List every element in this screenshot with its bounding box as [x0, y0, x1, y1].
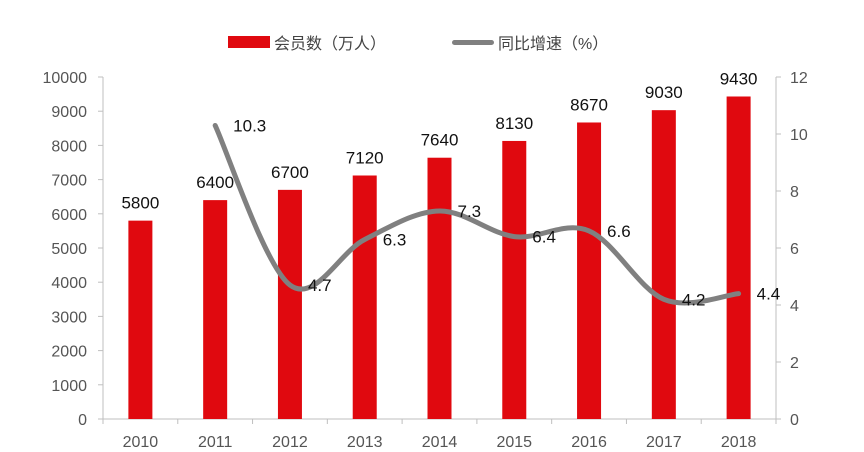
- bar-data-label: 8670: [570, 95, 608, 114]
- bar-data-label: 6400: [196, 173, 234, 192]
- right-tick-label: 0: [790, 412, 799, 429]
- left-tick-label: 2000: [51, 344, 87, 361]
- bar: [352, 175, 377, 419]
- legend-label-growth: 同比增速（%）: [498, 36, 609, 53]
- bar: [427, 157, 452, 419]
- left-tick-label: 0: [78, 412, 87, 429]
- x-tick-label: 2018: [721, 434, 757, 451]
- bar-data-label: 7640: [421, 131, 459, 150]
- line-data-label: 4.2: [682, 290, 706, 309]
- bar-data-label: 5800: [121, 194, 159, 213]
- bar-data-label: 6700: [271, 163, 309, 182]
- bar-data-label: 9030: [645, 83, 683, 102]
- left-tick-label: 5000: [51, 241, 87, 258]
- growth-line: [212, 122, 742, 306]
- left-tick-label: 4000: [51, 275, 87, 292]
- x-tick-label: 2015: [496, 434, 532, 451]
- bar: [128, 220, 153, 419]
- bar: [651, 110, 676, 419]
- line-data-label: 6.6: [607, 222, 631, 241]
- right-tick-label: 2: [790, 355, 799, 372]
- bar-data-label: 8130: [495, 114, 533, 133]
- line-data-label: 4.7: [308, 276, 332, 295]
- bar: [502, 140, 527, 420]
- bar-data-label: 9430: [720, 69, 758, 88]
- left-tick-label: 7000: [51, 173, 87, 190]
- x-tick-label: 2017: [646, 434, 682, 451]
- line-data-label: 6.4: [532, 228, 556, 247]
- x-tick-label: 2010: [123, 434, 159, 451]
- legend-item-members: 会员数（万人）: [228, 30, 386, 54]
- line-data-label: 4.4: [757, 285, 781, 304]
- right-tick-label: 8: [790, 184, 799, 201]
- bar: [577, 122, 602, 420]
- left-tick-label: 8000: [51, 138, 87, 155]
- left-tick-label: 9000: [51, 104, 87, 121]
- bar: [277, 189, 302, 419]
- x-tick-label: 2016: [571, 434, 607, 451]
- line-data-label: 6.3: [383, 230, 407, 249]
- legend-label-members: 会员数（万人）: [274, 36, 387, 53]
- legend-swatch-bar: [228, 36, 270, 48]
- x-tick-label: 2013: [347, 434, 383, 451]
- right-tick-label: 12: [790, 70, 808, 87]
- left-tick-label: 1000: [51, 378, 87, 395]
- line-data-label: 7.3: [458, 202, 482, 221]
- line-data-label: 10.3: [233, 116, 266, 135]
- legend-swatch-line: [452, 39, 494, 45]
- bar: [203, 200, 228, 419]
- right-tick-label: 4: [790, 298, 799, 315]
- left-tick-label: 10000: [43, 70, 88, 87]
- right-tick-label: 10: [790, 127, 808, 144]
- x-tick-label: 2014: [422, 434, 458, 451]
- x-tick-label: 2011: [198, 434, 233, 451]
- legend-item-growth: 同比增速（%）: [452, 30, 608, 54]
- left-tick-label: 3000: [51, 309, 87, 326]
- bar-data-label: 7120: [346, 148, 384, 167]
- x-tick-label: 2012: [272, 434, 308, 451]
- legend: 会员数（万人） 同比增速（%）: [0, 30, 864, 54]
- bar: [726, 96, 751, 419]
- left-tick-label: 6000: [51, 207, 87, 224]
- right-tick-label: 6: [790, 241, 799, 258]
